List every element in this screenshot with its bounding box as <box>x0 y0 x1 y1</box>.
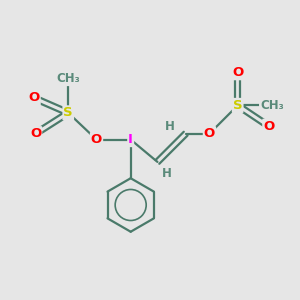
Text: CH₃: CH₃ <box>260 99 284 112</box>
Text: O: O <box>28 92 40 104</box>
Text: H: H <box>164 120 174 133</box>
Text: CH₃: CH₃ <box>56 72 80 85</box>
Text: O: O <box>91 133 102 146</box>
Text: S: S <box>233 99 242 112</box>
Text: S: S <box>64 106 73 119</box>
Text: I: I <box>128 133 133 146</box>
Text: H: H <box>161 167 171 180</box>
Text: O: O <box>232 66 243 79</box>
Text: O: O <box>30 127 41 140</box>
Text: O: O <box>263 120 274 133</box>
Text: O: O <box>204 127 215 140</box>
